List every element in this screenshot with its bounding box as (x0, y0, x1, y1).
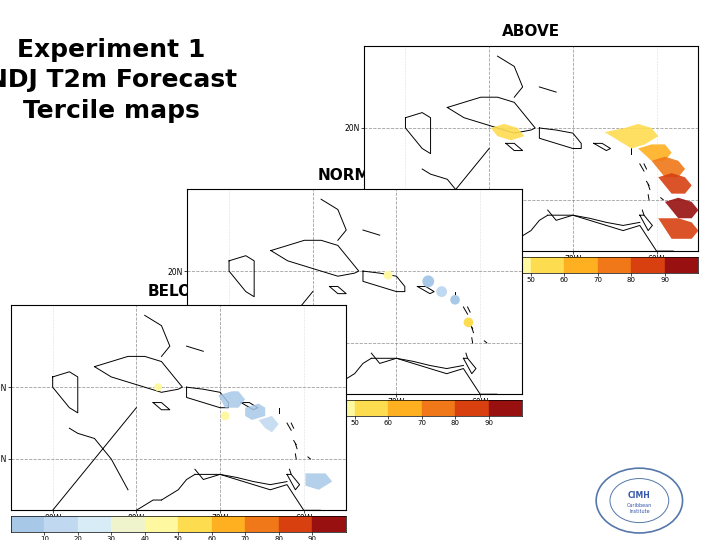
Bar (564, 256, 598, 273)
Bar (254, 400, 288, 416)
Point (423, 277, 434, 286)
Polygon shape (258, 416, 279, 433)
Polygon shape (491, 124, 524, 140)
Polygon shape (245, 403, 265, 420)
Polygon shape (658, 173, 692, 194)
Point (449, 295, 461, 304)
Bar (111, 516, 145, 532)
Bar (187, 400, 221, 416)
Point (153, 383, 164, 391)
Bar (78, 516, 112, 532)
Point (382, 271, 394, 280)
Bar (364, 256, 397, 273)
Bar (11, 516, 45, 532)
Text: Experiment 1
NDJ T2m Forecast
Tercile maps: Experiment 1 NDJ T2m Forecast Tercile ma… (0, 38, 237, 123)
Bar (245, 516, 279, 532)
Bar (397, 256, 431, 273)
Bar (279, 516, 312, 532)
Polygon shape (652, 157, 685, 177)
Bar (312, 516, 346, 532)
Bar (455, 400, 489, 416)
Point (220, 411, 231, 420)
Polygon shape (218, 392, 245, 408)
Bar (179, 516, 212, 532)
Bar (489, 400, 522, 416)
Point (436, 287, 447, 296)
Bar (221, 400, 254, 416)
Bar (598, 256, 631, 273)
Polygon shape (658, 218, 698, 239)
Polygon shape (605, 124, 658, 149)
Polygon shape (665, 198, 698, 218)
Bar (288, 400, 321, 416)
Bar (422, 400, 455, 416)
Point (463, 318, 474, 327)
Bar (431, 256, 464, 273)
Bar (498, 256, 531, 273)
Text: ABOVE: ABOVE (502, 24, 560, 39)
Text: NORMAL: NORMAL (318, 167, 392, 183)
Text: BELOW: BELOW (148, 284, 209, 299)
Bar (212, 516, 245, 532)
Text: Caribbean
Institute: Caribbean Institute (626, 503, 652, 514)
Bar (145, 516, 179, 532)
Bar (355, 400, 388, 416)
Bar (631, 256, 665, 273)
Bar (531, 256, 564, 273)
Text: CIMH: CIMH (628, 491, 651, 500)
Bar (45, 516, 78, 532)
Polygon shape (305, 474, 332, 490)
Bar (665, 256, 698, 273)
Polygon shape (638, 144, 672, 161)
Bar (388, 400, 422, 416)
Bar (321, 400, 355, 416)
Bar (464, 256, 498, 273)
